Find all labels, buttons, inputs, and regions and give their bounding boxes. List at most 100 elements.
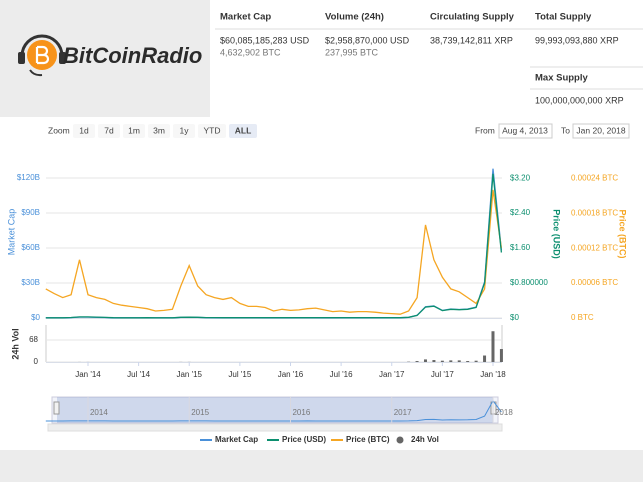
- y-tick-label: $60B: [21, 243, 40, 252]
- zoom-button[interactable]: [198, 124, 226, 138]
- navigator-label: 2016: [292, 408, 310, 417]
- zoom-button-label: 1y: [180, 125, 190, 135]
- footer-panel: [0, 450, 643, 482]
- stat-value: 99,993,093,880 XRP: [535, 35, 619, 45]
- zoom-button-label: ALL: [235, 125, 252, 135]
- y-tick-label: $120B: [17, 173, 40, 182]
- navigator[interactable]: [51, 396, 499, 424]
- volume-bar: [474, 360, 478, 362]
- navigator-selection[interactable]: [57, 397, 493, 423]
- ear-cup: [59, 52, 66, 64]
- legend-label[interactable]: Price (USD): [282, 435, 326, 444]
- y-tick-label: 68: [29, 335, 38, 344]
- stat-value: $2,958,870,000 USD: [325, 35, 410, 45]
- to-value: Jan 20, 2018: [576, 125, 625, 135]
- ear-cup: [18, 52, 25, 64]
- x-tick-label: Jan '17: [379, 370, 405, 379]
- y-tick-label: $0.800000: [510, 278, 548, 287]
- stat-header: Max Supply: [535, 73, 589, 84]
- zoom-button-label: 1m: [128, 125, 140, 135]
- stats: Market Cap $60,085,185,283 USD 4,632,902…: [215, 12, 643, 105]
- stat-header: Circulating Supply: [430, 12, 515, 23]
- zoom-label: Zoom: [48, 125, 70, 135]
- volume-bar: [457, 360, 461, 362]
- headphones: [20, 34, 64, 57]
- y-tick-label: 0.00018 BTC: [571, 208, 618, 217]
- y-tick-label: $90B: [21, 208, 40, 217]
- volume-bar: [499, 349, 503, 362]
- mic: [29, 69, 43, 77]
- y-tick-label: $30B: [21, 278, 40, 287]
- zoom-button[interactable]: [73, 124, 95, 138]
- x-tick-label: Jan '15: [176, 370, 202, 379]
- range-selector: Zoom From Aug 4, 2013 To Jan 20, 2018: [48, 123, 630, 139]
- y-tick-label: 0 BTC: [571, 313, 594, 322]
- volume-bar: [440, 360, 444, 362]
- legend-label[interactable]: 24h Vol: [411, 435, 439, 444]
- volume-bar: [423, 359, 427, 362]
- legend-label[interactable]: Price (BTC): [346, 435, 390, 444]
- zoom-button[interactable]: [148, 124, 170, 138]
- y-tick-label: 0: [34, 357, 39, 366]
- navigator-label: 2017: [394, 408, 412, 417]
- volume-bar: [491, 331, 495, 362]
- to-label: To: [561, 125, 570, 135]
- navigator-label: 2018: [495, 408, 513, 417]
- navigator-label: 2014: [90, 408, 108, 417]
- x-tick-label: Jul '14: [127, 370, 150, 379]
- stat-value: $60,085,185,283 USD: [220, 35, 310, 45]
- stat-header: Market Cap: [220, 12, 271, 23]
- y-tick-label: 0.00024 BTC: [571, 173, 618, 182]
- series-line: [45, 189, 503, 315]
- x-tick-label: Jul '17: [431, 370, 454, 379]
- from-value: Aug 4, 2013: [502, 125, 548, 135]
- zoom-button[interactable]: [229, 124, 257, 138]
- zoom-button-label: 7d: [104, 125, 114, 135]
- logo: BitCoinRadio: [18, 34, 202, 77]
- navigator-line: [45, 399, 502, 422]
- y2-axis-title: Price (USD): [552, 209, 562, 259]
- scrollbar[interactable]: [47, 423, 503, 432]
- y-tick-label: $3.20: [510, 173, 531, 182]
- x-tick-label: Jan '14: [75, 370, 101, 379]
- series-line: [45, 173, 503, 319]
- volume-bar: [483, 355, 487, 362]
- logo-text: BitCoinRadio: [63, 43, 202, 68]
- zoom-buttons: 1d 7d 1m 3m 1y YTD ALL: [73, 124, 257, 138]
- vol-axis-title: 24h Vol: [10, 328, 20, 359]
- y-axis-title: Market Cap: [6, 209, 16, 256]
- volume-bar: [415, 361, 419, 362]
- stat-sub: 237,995 BTC: [325, 47, 379, 57]
- y-tick-label: 0.00006 BTC: [571, 278, 618, 287]
- volume-bar: [432, 360, 436, 362]
- navigator-handle[interactable]: [53, 401, 60, 415]
- zoom-button[interactable]: [123, 124, 145, 138]
- volume-bar: [449, 360, 453, 362]
- y-tick-label: $2.40: [510, 208, 531, 217]
- zoom-button-label: 1d: [79, 125, 89, 135]
- stat-header: Total Supply: [535, 12, 592, 23]
- x-tick-label: Jan '18: [480, 370, 506, 379]
- x-tick-label: Jul '16: [330, 370, 353, 379]
- y-tick-label: $1.60: [510, 243, 531, 252]
- chart: Market Cap Price (USD) Price (BTC) 24h V…: [6, 168, 628, 444]
- zoom-button[interactable]: [98, 124, 120, 138]
- to-input[interactable]: [572, 123, 630, 139]
- coin-glyph: [35, 45, 50, 65]
- zoom-button-label: YTD: [204, 125, 221, 135]
- stat-header: Volume (24h): [325, 12, 384, 23]
- stat-sub: 4,632,902 BTC: [220, 47, 281, 57]
- y-tick-label: 0.00012 BTC: [571, 243, 618, 252]
- zoom-button[interactable]: [173, 124, 195, 138]
- y-tick-label: $0: [31, 313, 40, 322]
- zoom-button-label: 3m: [153, 125, 165, 135]
- from-input[interactable]: [498, 123, 553, 139]
- y3-axis-title: Price (BTC): [618, 209, 628, 258]
- legend-symbol[interactable]: [396, 436, 404, 444]
- x-tick-label: Jan '16: [278, 370, 304, 379]
- from-label: From: [475, 125, 495, 135]
- legend-label[interactable]: Market Cap: [215, 435, 258, 444]
- stat-value: 100,000,000,000 XRP: [535, 95, 624, 105]
